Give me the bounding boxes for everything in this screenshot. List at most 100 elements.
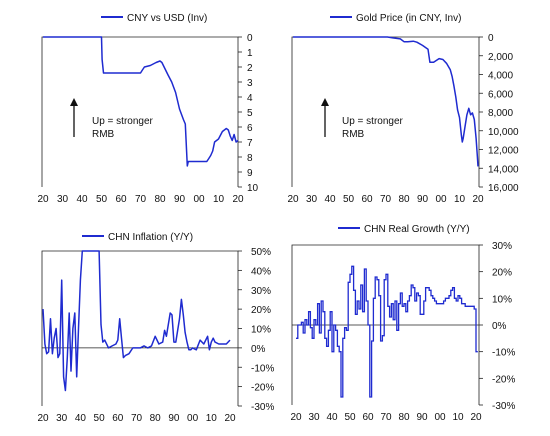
x-tick-label: 90 (417, 194, 429, 205)
annotation-line1: Up = stronger (342, 116, 404, 127)
x-tick-label: 50 (94, 413, 106, 424)
x-tick-label: 10 (213, 194, 225, 205)
annotation-line2: RMB (342, 129, 365, 140)
y-tick-label: 4,000 (488, 71, 513, 82)
y-tick-label: 30% (251, 286, 271, 297)
x-tick-label: 20 (232, 194, 244, 205)
y-tick-label: 14,000 (488, 164, 519, 175)
x-tick-label: 70 (380, 194, 392, 205)
x-tick-label: 50 (96, 194, 108, 205)
x-tick-label: 80 (154, 194, 166, 205)
x-tick-label: 50 (343, 194, 355, 205)
legend-label: CNY vs USD (Inv) (127, 13, 207, 24)
x-tick-label: 80 (398, 412, 410, 423)
y-tick-label: 9 (247, 168, 253, 179)
y-tick-label: -20% (251, 383, 274, 394)
y-tick-label: -30% (251, 402, 274, 413)
x-tick-label: 70 (380, 412, 392, 423)
x-tick-label: 70 (135, 194, 147, 205)
x-tick-label: 70 (131, 413, 143, 424)
y-tick-label: 30% (492, 241, 512, 252)
y-tick-label: 8,000 (488, 108, 513, 119)
y-tick-label: 20% (251, 305, 271, 316)
x-tick-label: 00 (193, 194, 205, 205)
plot-area: 20 30 40 50 60 70 80 90 00 10 20 0 2,000 4,000 6,000 8,… (287, 33, 519, 205)
y-tick-label: 5 (247, 108, 253, 119)
y-tick-label: 0 (247, 33, 253, 44)
x-tick-label: 00 (435, 194, 447, 205)
y-tick-label: 0 (488, 33, 494, 44)
x-tick-label: 30 (57, 194, 69, 205)
x-tick-label: 20 (470, 412, 482, 423)
y-tick-label: 7 (247, 138, 253, 149)
legend-label: CHN Inflation (Y/Y) (108, 232, 193, 243)
x-tick-label: 20 (287, 194, 299, 205)
legend-label: CHN Real Growth (Y/Y) (364, 224, 470, 235)
x-tick-label: 60 (112, 413, 124, 424)
y-tick-label: 10% (251, 325, 271, 336)
annotation-line2: RMB (92, 129, 115, 140)
x-tick-label: 90 (174, 194, 186, 205)
series-line (42, 250, 231, 392)
x-tick-label: 80 (150, 413, 162, 424)
x-tick-label: 10 (454, 194, 466, 205)
y-tick-label: -10% (492, 348, 515, 359)
x-tick-label: 40 (75, 413, 87, 424)
y-tick-label: 12,000 (488, 146, 519, 157)
x-tick-label: 60 (115, 194, 127, 205)
series-line (293, 36, 479, 167)
y-tick-label: 20% (492, 268, 512, 279)
x-tick-label: 20 (290, 412, 302, 423)
x-tick-label: 50 (344, 412, 356, 423)
plot-frame (41, 250, 239, 406)
panel-gold: Gold Price (in CNY, Inv) 20 30 40 50 60 70 80 9… (287, 13, 519, 205)
annotation-line1: Up = stronger (92, 116, 154, 127)
series-line (296, 265, 478, 398)
x-tick-label: 30 (306, 194, 318, 205)
x-tick-label: 00 (187, 413, 199, 424)
panel-cny-usd: CNY vs USD (Inv) 20 30 40 50 60 70 80 90 00 10 200… (37, 13, 258, 205)
y-tick-label: 4 (247, 93, 253, 104)
x-tick-label: 30 (308, 412, 320, 423)
y-tick-label: 3 (247, 78, 253, 89)
y-tick-label: 40% (251, 266, 271, 277)
x-tick-label: 10 (206, 413, 218, 424)
annotation-arrow (70, 98, 78, 137)
panel-real-growth: CHN Real Growth (Y/Y) 20 30 40 50 60 70 80 90 00… (290, 224, 515, 423)
y-tick-label: 6,000 (488, 89, 513, 100)
x-tick-label: 90 (416, 412, 428, 423)
x-tick-label: 40 (326, 412, 338, 423)
y-tick-label: -10% (251, 363, 274, 374)
y-tick-label: 10% (492, 294, 512, 305)
plot-frame (41, 36, 239, 187)
y-tick-label: 0% (251, 344, 266, 355)
y-tick-label: 2 (247, 63, 253, 74)
y-tick-label: 8 (247, 153, 253, 164)
y-tick-label: 10,000 (488, 127, 519, 138)
x-tick-label: 90 (168, 413, 180, 424)
x-tick-label: 40 (324, 194, 336, 205)
x-tick-label: 20 (37, 413, 49, 424)
x-tick-label: 30 (56, 413, 68, 424)
y-tick-label: 1 (247, 48, 253, 59)
y-tick-label: 16,000 (488, 183, 519, 194)
y-tick-label: 2,000 (488, 52, 513, 63)
x-tick-label: 10 (452, 412, 464, 423)
y-tick-label: -30% (492, 401, 515, 412)
x-tick-label: 00 (434, 412, 446, 423)
x-tick-label: 80 (398, 194, 410, 205)
x-tick-label: 20 (224, 413, 236, 424)
y-tick-label: 6 (247, 123, 253, 134)
x-tick-label: 40 (76, 194, 88, 205)
plot-frame (291, 36, 480, 187)
panel-inflation: CHN Inflation (Y/Y) 20 30 40 50 60 70 80 90 00 10… (37, 232, 274, 424)
y-tick-label: 10 (247, 183, 259, 194)
y-tick-label: -20% (492, 374, 515, 385)
x-tick-label: 20 (472, 194, 484, 205)
y-tick-label: 0% (492, 321, 507, 332)
x-tick-label: 60 (361, 194, 373, 205)
x-tick-label: 60 (362, 412, 374, 423)
legend-label: Gold Price (in CNY, Inv) (356, 13, 461, 24)
